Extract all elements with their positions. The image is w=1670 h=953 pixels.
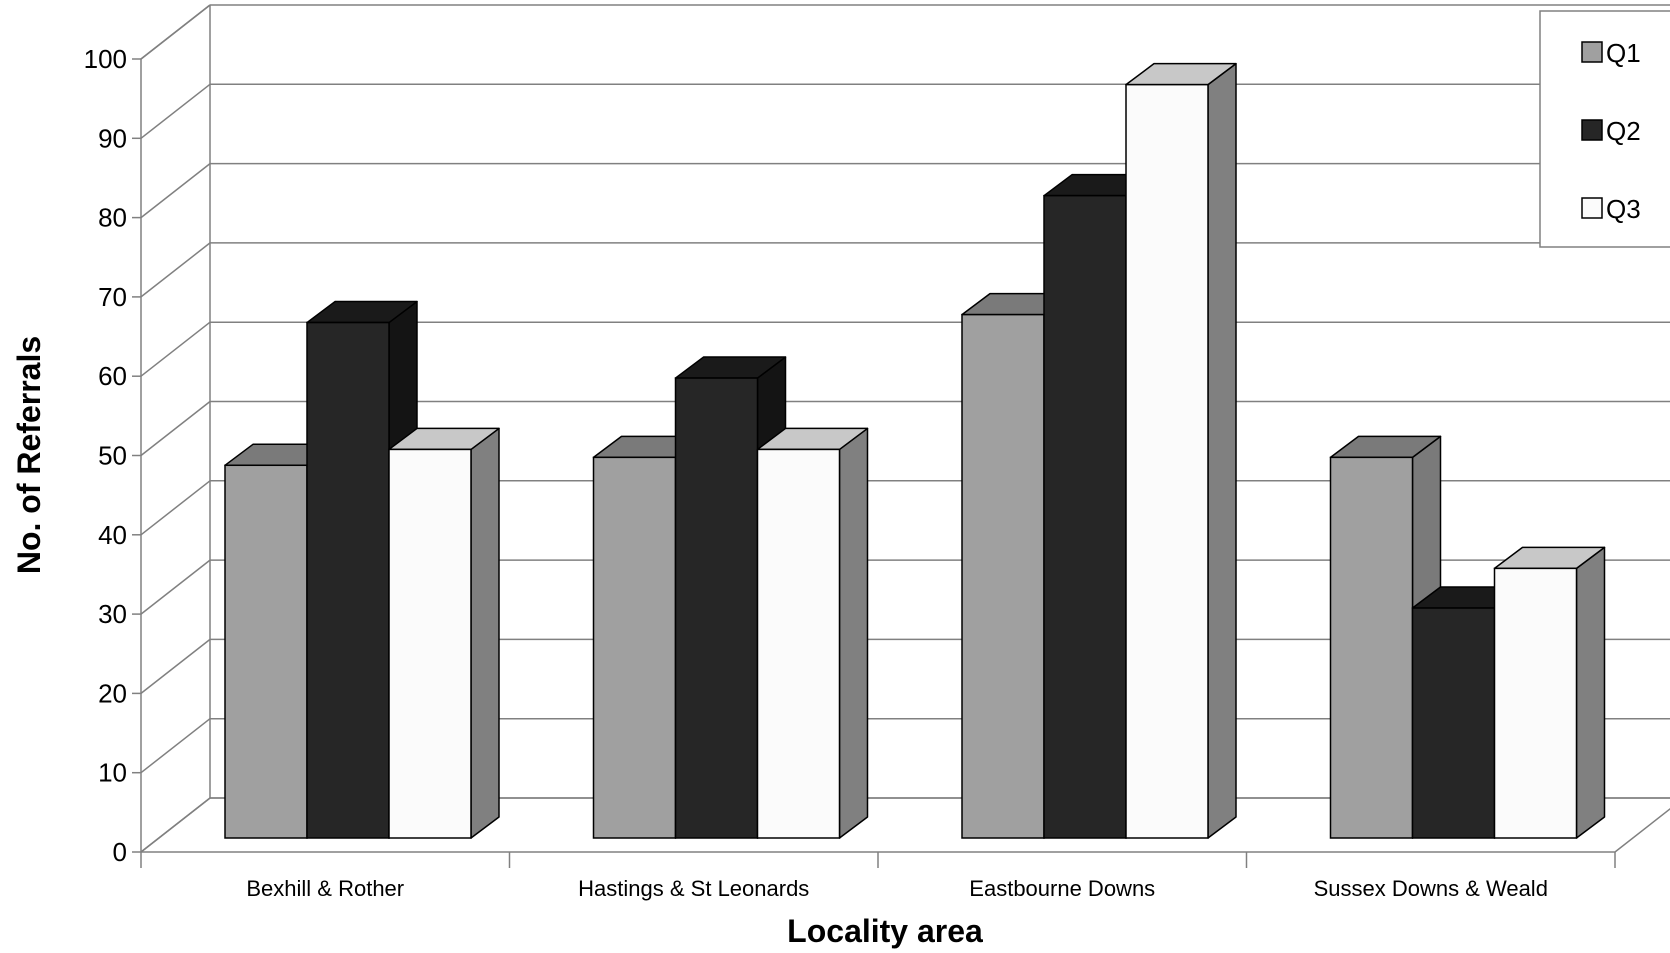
gridline-side xyxy=(140,480,211,536)
x-tick-label: Hastings & St Leonards xyxy=(578,876,809,901)
gridline-side xyxy=(140,638,211,694)
bar-q1 xyxy=(1329,435,1442,839)
gridline-side xyxy=(140,83,211,139)
bar-front-face xyxy=(592,456,677,839)
legend: Q1 Q2 Q3 xyxy=(1539,10,1670,248)
bar-front-face xyxy=(306,321,390,839)
bar-side-face xyxy=(1207,62,1237,839)
legend-box xyxy=(1539,10,1670,248)
gridline-side xyxy=(140,321,211,377)
gridline-side xyxy=(140,559,211,615)
gridline-side xyxy=(140,163,211,219)
bar-side-face xyxy=(470,427,500,839)
legend-label: Q2 xyxy=(1606,116,1641,146)
legend-label: Q3 xyxy=(1606,194,1641,224)
legend-swatch xyxy=(1581,119,1603,141)
bar-side-face xyxy=(1575,546,1606,839)
bar-q3 xyxy=(388,427,500,839)
y-axis: 0 10 20 30 40 50 60 70 80 90 100 xyxy=(84,44,142,867)
y-tick-label: 10 xyxy=(98,758,127,788)
x-tick-label: Sussex Downs & Weald xyxy=(1314,876,1548,901)
legend-swatch xyxy=(1581,197,1603,219)
gridline-side xyxy=(140,242,211,298)
y-tick-label: 100 xyxy=(84,44,127,74)
y-tick-label: 20 xyxy=(98,678,127,708)
y-tick-label: 70 xyxy=(98,282,127,312)
legend-swatch xyxy=(1581,41,1603,63)
x-axis-title: Locality area xyxy=(787,913,983,949)
bar-front-face xyxy=(961,313,1045,839)
bar-front-face xyxy=(388,448,472,839)
bar-front-face xyxy=(1411,607,1496,839)
bar-front-face xyxy=(674,377,759,839)
bar-front-face xyxy=(1125,83,1209,839)
y-tick-label: 30 xyxy=(98,599,127,629)
y-tick-label: 80 xyxy=(98,203,127,233)
gridline-side xyxy=(140,4,211,60)
gridline-side xyxy=(140,797,211,853)
bar-side-face xyxy=(838,427,869,839)
x-axis: Bexhill & Rother Hastings & St Leonards Ea… xyxy=(140,852,1616,901)
y-tick-label: 0 xyxy=(113,837,127,867)
y-tick-label: 50 xyxy=(98,441,127,471)
bar-q3 xyxy=(1493,546,1606,839)
bar-q3 xyxy=(1125,62,1237,839)
y-tick-label: 90 xyxy=(98,123,127,153)
gridline-side xyxy=(140,400,211,457)
y-tick-label: 40 xyxy=(98,520,127,550)
gridline-side xyxy=(140,718,211,774)
bars xyxy=(224,62,1606,839)
x-tick-label: Bexhill & Rother xyxy=(246,876,404,901)
bar-front-face xyxy=(1493,567,1578,839)
bar-q3 xyxy=(756,427,869,839)
bar-front-face xyxy=(224,464,308,839)
y-tick-label: 60 xyxy=(98,361,127,391)
bar-front-face xyxy=(756,448,841,839)
bar-front-face xyxy=(1329,456,1414,839)
y-axis-title: No. of Referrals xyxy=(11,336,47,574)
legend-label: Q1 xyxy=(1606,38,1641,68)
x-tick-label: Eastbourne Downs xyxy=(969,876,1155,901)
bar-front-face xyxy=(1043,194,1127,839)
